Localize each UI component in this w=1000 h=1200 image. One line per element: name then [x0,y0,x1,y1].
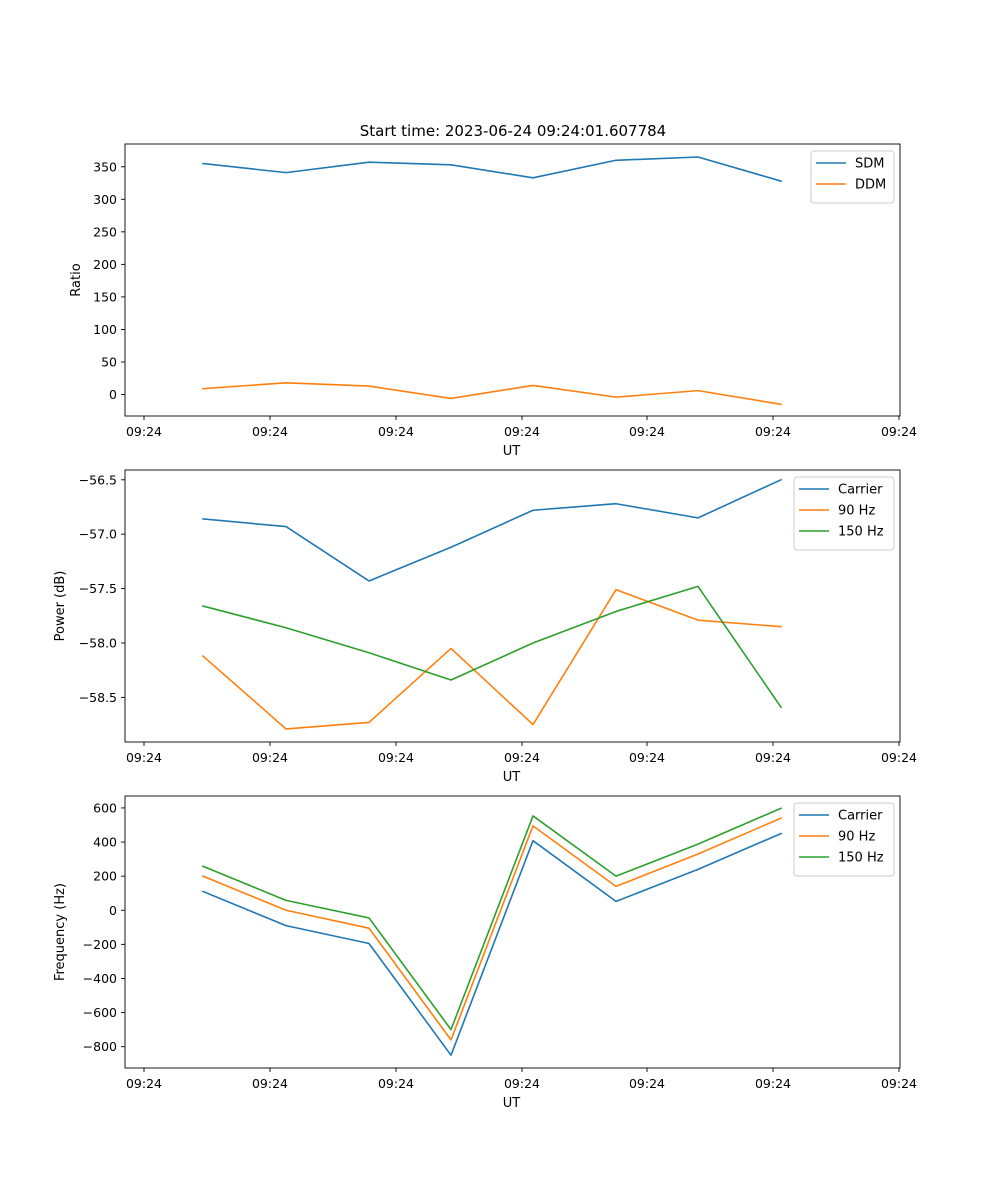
legend-entry: Carrier [838,809,883,824]
legend-entry: Carrier [838,483,883,498]
x-tick-label: 09:24 [378,1076,414,1091]
x-tick-label: 09:24 [504,750,540,765]
x-axis-label: UT [503,444,521,459]
series-line-carrier [201,832,783,1057]
legend: Carrier 90 Hz 150 Hz [793,476,895,551]
series-line-150-hz [202,585,783,709]
series-line-carrier [202,478,783,582]
y-tick-label: −56.5 [79,472,117,487]
y-tick-label: −57.5 [79,581,117,596]
axes-frame [124,795,901,1069]
y-tick-label: 400 [93,835,117,850]
x-tick-label: 09:24 [126,750,162,765]
y-tick-label: 0 [109,903,117,918]
x-tick-label: 09:24 [755,750,791,765]
y-tick-label: −58.5 [79,690,117,705]
y-axis-label: Frequency (Hz) [53,883,68,981]
legend-entry: 90 Hz [838,504,875,519]
legend-entry: SDM [855,157,884,172]
x-tick-label: 09:24 [629,1076,665,1091]
subplot-2: 09:24 09:24 09:24 09:24 09:24 09:24 09:24 −58.5… [53,469,917,785]
series-line-150-hz [201,807,783,1031]
series-line-sdm [202,156,782,183]
axes-frame [124,469,901,743]
x-tick-label: 09:24 [881,1076,917,1091]
legend-entry: 150 Hz [838,851,884,866]
x-tick-label: 09:24 [504,424,540,439]
x-tick-label: 09:24 [252,750,288,765]
y-tick-label: −58.0 [79,635,117,650]
y-tick-label: 150 [93,289,117,304]
x-tick-label: 09:24 [629,424,665,439]
y-tick-label: −400 [83,971,117,986]
x-tick-label: 09:24 [881,424,917,439]
subplot-1: 09:24 09:24 09:24 09:24 09:24 09:24 09:24 0 50 10… [69,143,917,459]
y-tick-label: −800 [83,1039,117,1054]
legend-entry: 90 Hz [838,830,875,845]
x-tick-label: 09:24 [629,750,665,765]
x-tick-label: 09:24 [881,750,917,765]
x-tick-label: 09:24 [755,424,791,439]
x-tick-label: 09:24 [504,1076,540,1091]
y-axis-label: Ratio [69,263,84,296]
x-axis-label: UT [503,1096,521,1111]
x-tick-label: 09:24 [378,424,414,439]
series-line-90-hz [201,588,782,730]
x-tick-label: 09:24 [378,750,414,765]
y-tick-label: −57.0 [79,527,117,542]
x-tick-label: 09:24 [126,424,162,439]
legend-entry: DDM [855,178,886,193]
legend: Carrier 90 Hz 150 Hz [793,802,895,877]
y-tick-label: −200 [83,937,117,952]
y-tick-label: 600 [93,800,117,815]
y-tick-label: 200 [93,869,117,884]
x-tick-label: 09:24 [252,1076,288,1091]
y-tick-label: 350 [93,159,117,174]
y-tick-label: −600 [83,1005,117,1020]
series-line-ddm [202,382,782,406]
subplots: 09:24 09:24 09:24 09:24 09:24 09:24 09:24 0 50 10… [53,143,917,1111]
y-tick-label: 200 [93,257,117,272]
x-tick-label: 09:24 [755,1076,791,1091]
x-axis-label: UT [503,770,521,785]
axes-frame [124,143,901,417]
y-axis-label: Power (dB) [53,571,68,642]
legend-entry: 150 Hz [838,525,884,540]
y-tick-label: 0 [109,387,117,402]
x-tick-label: 09:24 [126,1076,162,1091]
figure-title: Start time: 2023-06-24 09:24:01.607784 [360,122,666,140]
y-tick-label: 300 [93,192,117,207]
series-line-90-hz [201,817,783,1041]
x-tick-label: 09:24 [252,424,288,439]
legend: SDM DDM [810,150,895,204]
y-tick-label: 50 [101,354,117,369]
legend-box [810,150,895,204]
subplot-3: 09:24 09:24 09:24 09:24 09:24 09:24 09:24 −800 −… [53,795,917,1111]
y-tick-label: 250 [93,224,117,239]
y-tick-label: 100 [93,322,117,337]
